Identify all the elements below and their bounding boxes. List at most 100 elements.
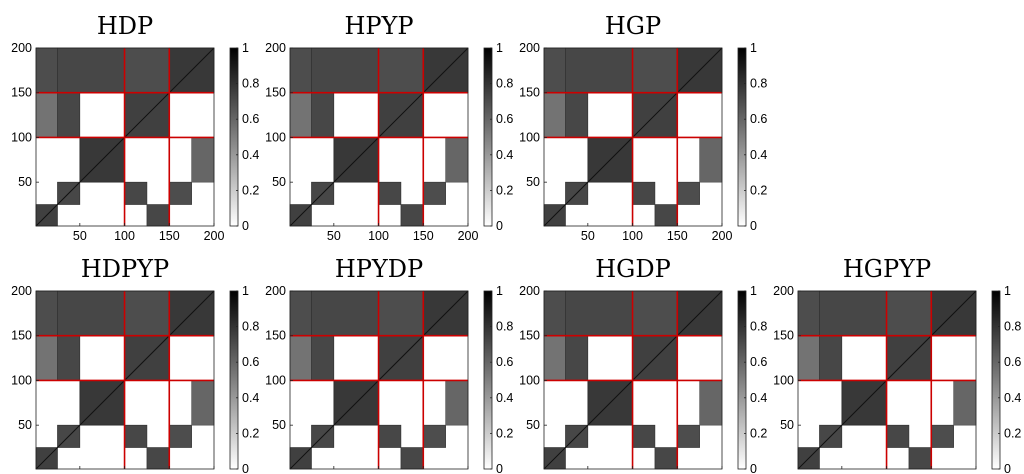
colorbar-tick-label: 1	[496, 284, 503, 298]
colorbar-tick-label: 0	[496, 462, 503, 474]
y-tick-label: 100	[519, 373, 540, 387]
y-tick-label: 100	[773, 373, 794, 387]
y-tick-label: 150	[265, 86, 286, 100]
x-tick-label: 200	[458, 472, 479, 474]
y-tick-label: 100	[11, 130, 32, 144]
heatmap-block	[654, 447, 678, 470]
heatmap-block	[35, 290, 58, 337]
panel-title: HPYDP	[335, 255, 423, 283]
y-tick-label: 50	[18, 175, 32, 189]
heatmap-block	[445, 380, 469, 426]
colorbar-tick-label: 0.8	[496, 320, 513, 334]
x-tick-label: 100	[876, 472, 897, 474]
y-tick-label: 200	[773, 284, 794, 298]
heatmap-block	[146, 204, 170, 227]
colorbar-tick-label: 0.2	[750, 426, 767, 440]
colorbar-tick-label: 0.4	[750, 391, 767, 405]
heatmap-block	[168, 424, 192, 448]
plot-frame	[797, 290, 977, 470]
colorbar-tick-label: 0	[242, 219, 249, 233]
colorbar-tick-label: 0.8	[242, 77, 259, 91]
colorbar-tick-label: 0.2	[1004, 426, 1021, 440]
heatmap-block	[886, 424, 910, 448]
plot-frame	[35, 47, 215, 227]
x-tick-label: 200	[712, 229, 733, 243]
heatmap-block	[886, 290, 932, 337]
x-tick-label: 150	[667, 229, 688, 243]
colorbar-tick-label: 0.6	[750, 112, 767, 126]
heatmap-block	[378, 47, 424, 94]
colorbar-tick-label: 0.2	[242, 426, 259, 440]
colorbar-tick-label: 0.6	[496, 355, 513, 369]
heatmap-block	[565, 92, 589, 138]
heatmap-block	[445, 137, 469, 183]
x-tick-label: 150	[413, 229, 434, 243]
colorbar-tick-label: 0.8	[1004, 320, 1021, 334]
plot-frame	[543, 47, 723, 227]
heatmap-block	[797, 335, 820, 381]
y-tick-label: 200	[265, 41, 286, 55]
heatmap-block	[654, 204, 678, 227]
heatmap-block	[676, 181, 700, 205]
colorbar-tick-label: 0	[750, 462, 757, 474]
heatmap-block	[543, 335, 566, 381]
x-tick-label: 50	[835, 472, 849, 474]
heatmap-block	[57, 92, 81, 138]
heatmap-block	[35, 335, 58, 381]
heatmap-block	[699, 380, 723, 426]
panel-hdpyp: HDPYP 50 100 150 200 50 100 150 200 0 0.2 0.4 0.6 0.8…	[11, 255, 259, 474]
x-tick-label: 50	[73, 472, 87, 474]
heatmap-block	[311, 92, 335, 138]
plot-frame	[543, 290, 723, 470]
plot-frame	[289, 47, 469, 227]
colorbar-tick-label: 1	[750, 41, 757, 55]
y-tick-label: 150	[11, 329, 32, 343]
colorbar-tick-label: 0.2	[496, 426, 513, 440]
colorbar-tick-label: 0.8	[750, 320, 767, 334]
heatmap-block	[57, 335, 81, 381]
colorbar-tick-label: 0.2	[242, 183, 259, 197]
y-tick-label: 50	[272, 175, 286, 189]
heatmap-block	[191, 380, 215, 426]
heatmap-block	[124, 424, 148, 448]
heatmap-block	[400, 447, 424, 470]
colorbar-tick-label: 0.8	[496, 77, 513, 91]
colorbar-tick-label: 0.4	[496, 391, 513, 405]
heatmap-block	[422, 181, 446, 205]
heatmap-block	[565, 290, 633, 337]
panel-hgpyp: HGPYP 50 100 150 200 50 100 150 200 0 0.2 0.4 0.6 0.8…	[773, 255, 1021, 474]
x-tick-label: 200	[966, 472, 987, 474]
colorbar	[229, 47, 239, 227]
colorbar	[737, 290, 747, 470]
heatmap-block	[676, 424, 700, 448]
heatmap-block	[378, 424, 402, 448]
heatmap-block	[191, 137, 215, 183]
x-tick-label: 100	[114, 472, 135, 474]
y-tick-label: 50	[272, 418, 286, 432]
y-tick-label: 200	[11, 284, 32, 298]
colorbar-tick-label: 1	[242, 284, 249, 298]
heatmap-block	[168, 181, 192, 205]
colorbar-tick-label: 0.6	[242, 355, 259, 369]
heatmap-block	[35, 92, 58, 138]
panel-title: HPYP	[344, 12, 413, 40]
colorbar-tick-label: 0.6	[242, 112, 259, 126]
y-tick-label: 100	[11, 373, 32, 387]
x-tick-label: 50	[73, 229, 87, 243]
heatmap-block	[632, 290, 678, 337]
x-tick-label: 100	[622, 472, 643, 474]
heatmap-block	[953, 380, 977, 426]
heatmap-block	[124, 181, 148, 205]
colorbar-tick-label: 1	[750, 284, 757, 298]
colorbar-tick-label: 0	[750, 219, 757, 233]
heatmap-block	[289, 335, 312, 381]
panel-hpyp: HPYP 50 100 150 200 50 100 150 200 0 0.2 0.4 0.6 0.8 1	[265, 12, 513, 243]
heatmap-block	[543, 92, 566, 138]
heatmap-block	[632, 47, 678, 94]
x-tick-label: 50	[327, 229, 341, 243]
x-tick-label: 150	[159, 229, 180, 243]
y-tick-label: 50	[780, 418, 794, 432]
y-tick-label: 100	[519, 130, 540, 144]
heatmap-block	[543, 290, 566, 337]
